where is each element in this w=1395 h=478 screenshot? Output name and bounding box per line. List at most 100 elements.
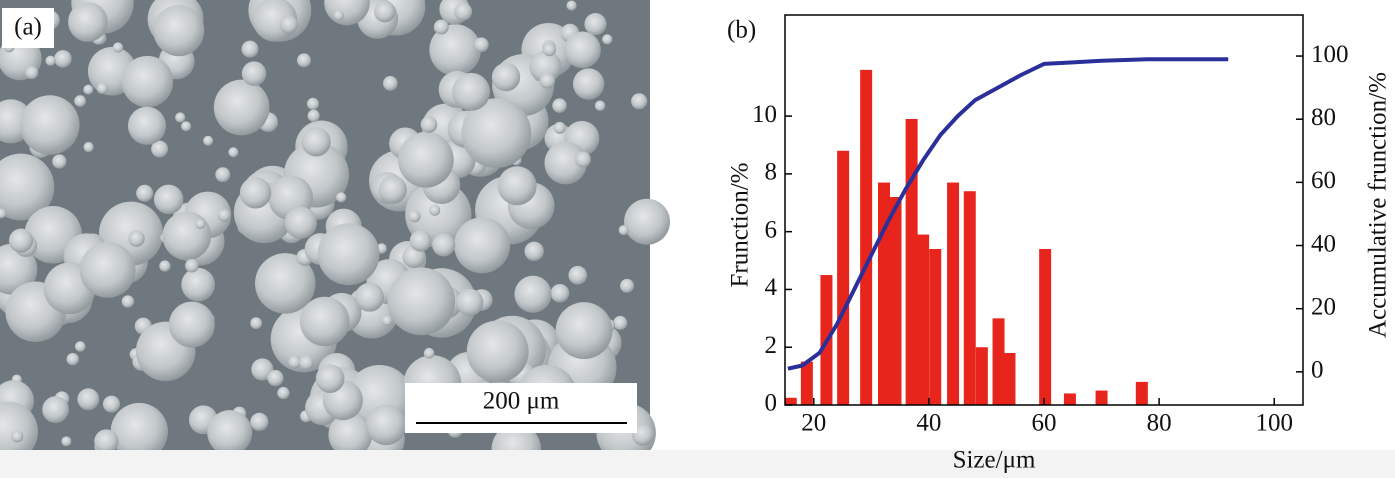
particle — [241, 61, 267, 86]
particle — [473, 37, 489, 53]
particle — [454, 2, 473, 21]
particle — [0, 208, 7, 219]
particle — [251, 358, 274, 381]
footer-band — [0, 450, 1395, 478]
particle — [307, 109, 320, 122]
particle — [602, 34, 613, 45]
y-axis-label: Frunction/% — [727, 163, 754, 288]
y-tick-label: 8 — [765, 159, 778, 186]
particle — [409, 230, 432, 252]
particle — [408, 210, 421, 223]
label-box — [2, 8, 54, 48]
particle — [378, 175, 407, 204]
particles — [0, 0, 671, 474]
particle — [25, 66, 39, 80]
particle — [250, 412, 269, 431]
particle — [575, 151, 591, 168]
particle — [544, 141, 587, 185]
y-tick-label: 10 — [752, 101, 777, 128]
bar — [784, 397, 797, 405]
bar — [929, 249, 942, 405]
particle — [572, 68, 605, 100]
particle — [328, 412, 373, 457]
particle — [568, 265, 588, 285]
bar — [800, 361, 813, 405]
particle — [153, 5, 205, 57]
particle — [566, 0, 577, 11]
particle — [428, 204, 441, 216]
particle — [620, 278, 635, 293]
particle — [299, 296, 350, 347]
particle — [433, 19, 449, 35]
bar — [1039, 249, 1052, 405]
y2-tick-label: 20 — [1311, 293, 1336, 320]
y-tick-label: 6 — [765, 216, 778, 243]
particle — [77, 388, 100, 411]
particle — [175, 112, 186, 123]
particle — [452, 72, 491, 111]
particle — [613, 315, 628, 330]
particle — [491, 62, 521, 92]
particle — [203, 135, 214, 146]
y-tick-label: 4 — [765, 274, 778, 301]
particle — [553, 121, 566, 134]
y-tick-label: 2 — [765, 332, 778, 359]
particle — [217, 208, 231, 222]
bar — [917, 234, 930, 405]
particle — [96, 82, 108, 94]
y2-tick-label: 100 — [1311, 41, 1349, 68]
bar — [1135, 381, 1148, 405]
particle — [514, 275, 552, 313]
bar — [1063, 393, 1076, 405]
particle — [83, 84, 94, 95]
particle — [429, 24, 481, 76]
particle — [624, 198, 671, 245]
particle — [45, 55, 56, 66]
particle — [42, 396, 69, 424]
particle — [279, 15, 298, 34]
x-tick-label: 60 — [1032, 410, 1057, 437]
particle — [387, 267, 456, 336]
particle — [539, 72, 556, 89]
particle — [112, 42, 124, 53]
particle — [301, 127, 331, 157]
particle — [618, 225, 629, 236]
y2-tick-label: 60 — [1311, 167, 1336, 194]
particle — [207, 410, 253, 456]
particle — [61, 436, 72, 447]
particle — [529, 50, 562, 83]
particle — [162, 211, 212, 261]
particle — [153, 184, 184, 215]
particle — [159, 260, 171, 272]
particle — [168, 301, 215, 348]
particle — [239, 177, 272, 209]
particle — [110, 402, 168, 461]
particle — [8, 228, 34, 253]
y2-tick-label: 0 — [1311, 357, 1324, 384]
particle — [213, 79, 270, 136]
cumulative-line — [787, 57, 1229, 371]
particle — [381, 315, 393, 326]
particle — [461, 98, 532, 168]
particle — [94, 429, 119, 454]
particle — [54, 50, 72, 68]
bar — [992, 318, 1005, 405]
particle — [297, 53, 312, 68]
particle — [195, 218, 206, 229]
particle — [315, 364, 345, 393]
particle — [241, 40, 259, 58]
bar — [947, 182, 960, 405]
bar — [1003, 353, 1016, 405]
particle — [74, 95, 87, 107]
x-tick-label: 80 — [1147, 410, 1172, 437]
bar — [860, 69, 873, 405]
particle — [374, 1, 396, 23]
particle — [355, 282, 384, 312]
particle — [497, 166, 537, 206]
particle — [552, 98, 567, 113]
particle — [333, 10, 344, 21]
particle — [564, 31, 601, 69]
y2-tick-label: 80 — [1311, 104, 1336, 131]
particle — [423, 347, 435, 359]
